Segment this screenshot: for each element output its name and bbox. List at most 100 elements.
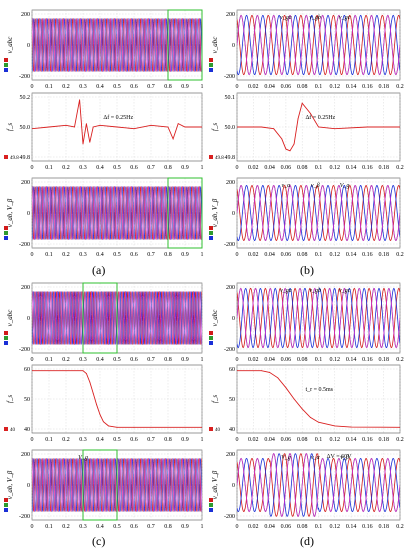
x-tick-label: 0.2 bbox=[62, 357, 70, 363]
frequency-point bbox=[99, 414, 101, 415]
caption-c: (c) bbox=[92, 534, 106, 548]
frequency-point bbox=[261, 126, 262, 128]
chart-b-panel-1: 0 0.02 0.04 0.06 0.08 0.1 0.12 0.14 0.16 0.18 0.2 2… bbox=[209, 9, 404, 90]
x-tick-label: 0.8 bbox=[164, 84, 172, 90]
y-tick-label: 200 bbox=[226, 452, 235, 458]
y-tick-label: 0 bbox=[232, 316, 235, 322]
x-tick-label: 0.02 bbox=[248, 437, 259, 443]
frequency-point bbox=[92, 392, 94, 394]
x-tick-label: 0.1 bbox=[45, 357, 53, 363]
voltage-series-line bbox=[237, 287, 400, 349]
x-tick-label: 0.14 bbox=[346, 357, 357, 363]
chart-b: 0 0.02 0.04 0.06 0.08 0.1 0.12 0.14 0.16 0.18 0.2 2… bbox=[209, 9, 404, 258]
x-tick-label: 0.5 bbox=[113, 84, 121, 90]
x-tick-label: 0.5 bbox=[113, 357, 121, 363]
frequency-point bbox=[48, 126, 50, 128]
x-tick-label: 0.12 bbox=[330, 437, 341, 443]
frequency-point bbox=[318, 421, 319, 423]
x-tick-label: 0.1 bbox=[45, 437, 53, 443]
x-tick-label: 0 bbox=[31, 437, 34, 443]
y-tick-label: -200 bbox=[19, 347, 30, 353]
x-tick-label: 0.02 bbox=[248, 165, 259, 171]
x-tick-label: 0.08 bbox=[297, 437, 308, 443]
x-tick-label: 0.2 bbox=[62, 524, 70, 530]
x-tick-label: 0.3 bbox=[79, 357, 87, 363]
x-tick-label: 0.14 bbox=[346, 437, 357, 443]
frequency-point bbox=[65, 124, 67, 126]
x-tick-label: 0.2 bbox=[396, 524, 404, 530]
x-tick-label: 0.5 bbox=[113, 165, 121, 171]
y-tick-label: -200 bbox=[19, 242, 30, 248]
voltage-series-line bbox=[32, 17, 202, 73]
series-label: v_β bbox=[340, 455, 349, 461]
legend-swatch bbox=[209, 331, 213, 335]
x-tick-label: 0.1 bbox=[315, 252, 323, 258]
frequency-point bbox=[108, 425, 109, 427]
x-tick-label: 1 bbox=[201, 252, 204, 258]
x-tick-label: 0.1 bbox=[45, 252, 53, 258]
frequency-point bbox=[334, 425, 336, 427]
x-tick-label: 0.4 bbox=[96, 437, 104, 443]
frequency-point bbox=[293, 143, 295, 145]
legend-swatch bbox=[209, 508, 213, 512]
frequency-point bbox=[301, 102, 303, 104]
x-tick-label: 0.9 bbox=[181, 84, 189, 90]
x-tick-label: 0.5 bbox=[113, 437, 121, 443]
x-tick-label: 0.9 bbox=[181, 524, 189, 530]
x-tick-label: 1 bbox=[201, 84, 204, 90]
x-tick-label: 0.16 bbox=[362, 437, 373, 443]
x-tick-label: 0.18 bbox=[378, 524, 389, 530]
voltage-series-line bbox=[237, 287, 400, 349]
frequency-point bbox=[150, 124, 152, 126]
frequency-series-line bbox=[32, 370, 202, 428]
annotation-label: ΔV = 60V bbox=[327, 454, 352, 460]
x-tick-label: 0.08 bbox=[297, 357, 308, 363]
x-tick-label: 0.1 bbox=[45, 165, 53, 171]
y-axis-label: f_s bbox=[6, 395, 14, 403]
y-tick-label: 49.8 bbox=[20, 155, 31, 161]
x-tick-label: 0.08 bbox=[297, 165, 308, 171]
x-tick-label: 0.08 bbox=[297, 84, 308, 90]
x-tick-label: 0.6 bbox=[130, 252, 138, 258]
voltage-series-line bbox=[32, 185, 202, 241]
x-tick-label: 0.18 bbox=[378, 252, 389, 258]
x-tick-label: 0.6 bbox=[130, 84, 138, 90]
legend-swatch bbox=[4, 58, 8, 62]
legend-swatch bbox=[4, 231, 8, 235]
caption-d: (d) bbox=[300, 534, 314, 548]
x-tick-label: 0.3 bbox=[79, 524, 87, 530]
y-axis-label: v_abc bbox=[6, 36, 14, 54]
chart-d: 0 0.02 0.04 0.06 0.08 0.1 0.12 0.14 0.16 0.18 0.2 2… bbox=[209, 282, 404, 530]
y-tick-label: 200 bbox=[226, 285, 235, 291]
frequency-point bbox=[133, 128, 135, 130]
legend-swatch bbox=[209, 226, 213, 230]
x-tick-label: 0 bbox=[31, 84, 34, 90]
x-tick-label: 0.9 bbox=[181, 357, 189, 363]
frequency-point bbox=[86, 123, 87, 124]
voltage-series-line bbox=[237, 14, 400, 76]
x-tick-label: 0.02 bbox=[248, 252, 259, 258]
y-tick-label: 60 bbox=[24, 367, 30, 373]
y-axis-label: v_abc bbox=[6, 309, 14, 327]
series-label: v_β bbox=[311, 183, 320, 189]
y-tick-label: 0 bbox=[27, 316, 30, 322]
frequency-point bbox=[86, 373, 87, 374]
frequency-point bbox=[99, 124, 101, 126]
frequency-point bbox=[96, 404, 97, 406]
frequency-point bbox=[261, 370, 262, 372]
y-tick-label: 50.0 bbox=[225, 125, 236, 131]
legend-value: 49.8 bbox=[215, 156, 224, 161]
voltage-series-line bbox=[237, 184, 400, 242]
x-tick-label: 0.8 bbox=[164, 524, 172, 530]
x-tick-label: 0.16 bbox=[362, 252, 373, 258]
legend-swatch bbox=[4, 341, 8, 345]
legend-swatch bbox=[4, 155, 8, 159]
x-tick-label: 0.8 bbox=[164, 252, 172, 258]
x-tick-label: 0.04 bbox=[264, 357, 275, 363]
frequency-point bbox=[74, 126, 75, 128]
zoom-window-box bbox=[167, 177, 203, 249]
x-tick-label: 0.2 bbox=[62, 165, 70, 171]
zoom-window-box bbox=[82, 282, 118, 354]
x-tick-label: 0.1 bbox=[315, 524, 323, 530]
x-tick-label: 0.4 bbox=[96, 84, 104, 90]
